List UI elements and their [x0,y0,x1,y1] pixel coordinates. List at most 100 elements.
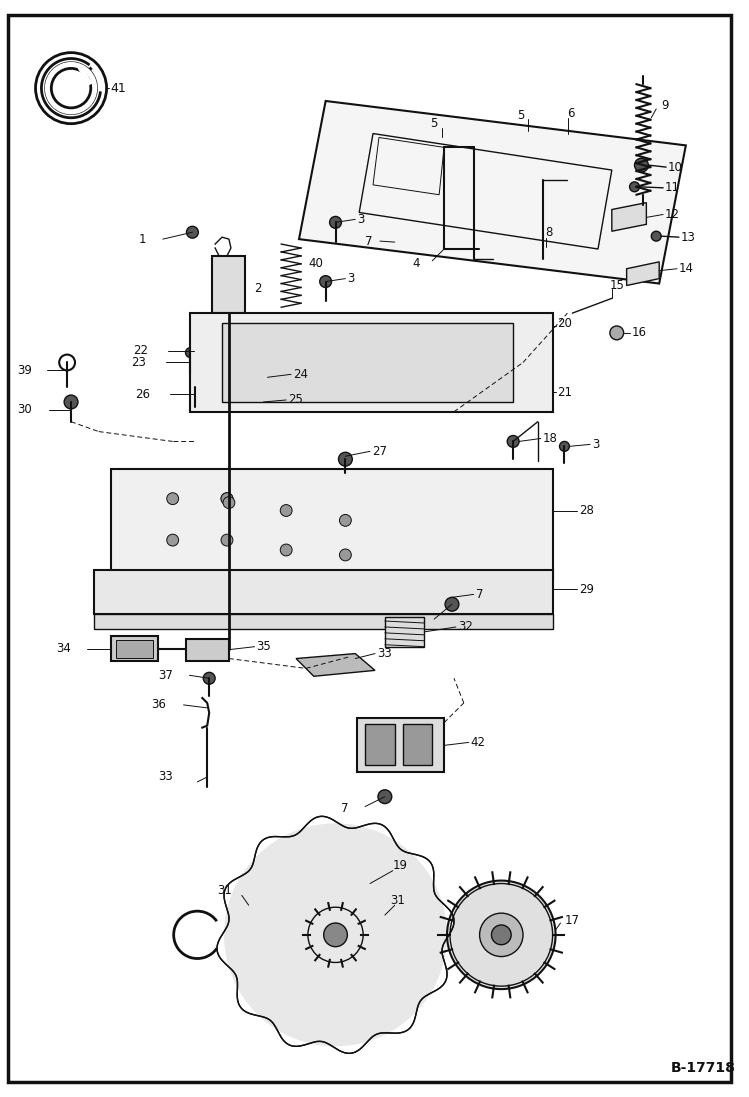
Text: 5: 5 [517,110,524,122]
Text: 29: 29 [579,583,594,596]
Polygon shape [403,724,432,765]
Text: 33: 33 [377,647,392,660]
Text: 5: 5 [430,117,437,131]
Polygon shape [186,638,229,660]
Text: 15: 15 [610,279,625,292]
Polygon shape [111,636,158,661]
Circle shape [445,598,459,611]
Polygon shape [94,614,553,629]
Text: 36: 36 [151,699,166,712]
Text: 2: 2 [255,282,262,295]
Text: 6: 6 [568,108,575,121]
Text: 7: 7 [341,802,348,815]
Text: 10: 10 [668,160,683,173]
Circle shape [223,497,235,509]
Text: 3: 3 [348,272,355,285]
Polygon shape [222,323,513,402]
Polygon shape [94,569,553,614]
Circle shape [221,493,233,505]
Text: 3: 3 [592,438,599,451]
Polygon shape [365,724,395,765]
Text: 23: 23 [131,357,146,369]
Text: 40: 40 [308,258,323,270]
Text: 9: 9 [661,100,669,112]
Polygon shape [627,262,659,285]
Text: 11: 11 [665,181,680,194]
Circle shape [507,436,519,448]
Text: 19: 19 [392,859,407,872]
Circle shape [634,158,649,172]
Circle shape [339,548,351,561]
Polygon shape [357,717,444,772]
Text: 33: 33 [158,770,173,783]
Circle shape [280,505,292,517]
Text: 22: 22 [133,344,148,358]
Ellipse shape [195,394,264,410]
Text: 18: 18 [543,432,557,445]
Text: 17: 17 [565,914,580,927]
Text: 7: 7 [476,588,483,601]
Text: B-17718: B-17718 [671,1061,736,1075]
Circle shape [167,534,178,546]
Text: 13: 13 [681,230,696,244]
Ellipse shape [195,340,264,362]
Circle shape [479,913,523,957]
Circle shape [447,881,556,989]
Text: 31: 31 [217,884,232,897]
Polygon shape [299,101,686,283]
Text: 21: 21 [557,385,572,398]
Polygon shape [111,470,553,579]
Circle shape [221,493,233,505]
Circle shape [339,452,352,466]
Circle shape [450,883,553,986]
Text: 26: 26 [135,387,150,400]
Text: 8: 8 [546,226,553,239]
Text: 1: 1 [139,233,146,246]
Polygon shape [116,640,153,657]
Text: 31: 31 [389,894,404,907]
Circle shape [610,326,624,340]
Circle shape [203,672,215,685]
Circle shape [378,790,392,804]
Text: 35: 35 [257,641,271,653]
Text: 32: 32 [458,621,473,633]
Text: 7: 7 [365,235,372,248]
Circle shape [64,395,78,409]
Circle shape [324,923,348,947]
Text: 24: 24 [293,367,308,381]
Circle shape [190,382,200,392]
Text: 37: 37 [158,669,173,682]
Circle shape [491,925,511,945]
Text: 3: 3 [357,213,365,226]
Circle shape [280,544,292,556]
Circle shape [560,441,569,451]
Text: 34: 34 [56,642,71,655]
Circle shape [320,275,332,287]
Polygon shape [190,313,553,411]
Text: 4: 4 [413,258,420,270]
Circle shape [221,534,233,546]
Polygon shape [612,203,646,231]
Text: 39: 39 [16,364,31,377]
Text: 42: 42 [470,736,485,749]
Text: 30: 30 [16,404,31,417]
Text: 16: 16 [631,327,646,339]
Text: 25: 25 [288,394,303,407]
Circle shape [339,514,351,527]
Text: 27: 27 [372,444,387,457]
Circle shape [330,216,342,228]
Polygon shape [212,256,245,313]
Circle shape [167,493,178,505]
Circle shape [630,182,640,192]
Circle shape [187,226,198,238]
Circle shape [59,354,75,371]
Polygon shape [385,618,425,647]
Circle shape [224,824,447,1047]
Text: 28: 28 [579,504,594,517]
Text: 12: 12 [665,208,680,220]
Text: 41: 41 [111,81,127,94]
Ellipse shape [190,369,267,386]
Text: 20: 20 [557,317,572,329]
Circle shape [652,231,661,241]
Circle shape [186,348,195,358]
